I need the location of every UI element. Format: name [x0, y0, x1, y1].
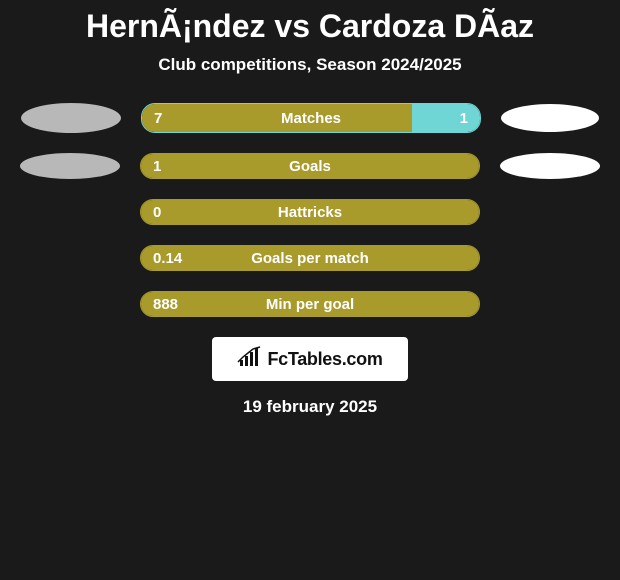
bar-gpm-value: 0.14: [153, 250, 182, 267]
player1-marker: [21, 103, 121, 133]
player2-marker: [501, 104, 599, 132]
placeholder-left: [20, 304, 120, 305]
stat-row-goals: 1 Goals: [0, 153, 620, 179]
bar-matches: 7 1 Matches: [141, 103, 481, 133]
bar-goals-left-value: 1: [153, 158, 161, 175]
bar-matches-right-seg: 1: [412, 104, 480, 132]
placeholder-left: [20, 258, 120, 259]
bar-hattricks-value: 0: [153, 204, 161, 221]
bar-mpg: 888 Min per goal: [140, 291, 480, 317]
stats-comparison: HernÃ¡ndez vs Cardoza DÃ­az Club competi…: [0, 0, 620, 417]
bar-goals-left-seg: 1: [141, 154, 479, 178]
player1-marker-2: [20, 153, 120, 179]
bar-gpm-left-seg: 0.14: [141, 246, 479, 270]
logo-text: FcTables.com: [267, 349, 382, 370]
placeholder-left: [20, 212, 120, 213]
bar-matches-left-seg: 7: [142, 104, 412, 132]
bar-matches-left-value: 7: [154, 110, 162, 127]
bar-hattricks: 0 Hattricks: [140, 199, 480, 225]
placeholder-right: [500, 304, 600, 305]
player2-marker-2: [500, 153, 600, 179]
placeholder-right: [500, 212, 600, 213]
page-title: HernÃ¡ndez vs Cardoza DÃ­az: [0, 8, 620, 45]
bar-gpm: 0.14 Goals per match: [140, 245, 480, 271]
placeholder-right: [500, 258, 600, 259]
bar-mpg-left-seg: 888: [141, 292, 479, 316]
stat-row-gpm: 0.14 Goals per match: [0, 245, 620, 271]
chart-icon: [237, 346, 263, 373]
stat-row-matches: 7 1 Matches: [0, 103, 620, 133]
bar-matches-right-value: 1: [460, 110, 468, 127]
logo-box: FcTables.com: [212, 337, 408, 381]
stat-row-mpg: 888 Min per goal: [0, 291, 620, 317]
bar-hattricks-left-seg: 0: [141, 200, 479, 224]
stat-row-hattricks: 0 Hattricks: [0, 199, 620, 225]
subtitle: Club competitions, Season 2024/2025: [0, 55, 620, 75]
bar-goals: 1 Goals: [140, 153, 480, 179]
bar-mpg-value: 888: [153, 296, 178, 313]
date-text: 19 february 2025: [0, 397, 620, 417]
